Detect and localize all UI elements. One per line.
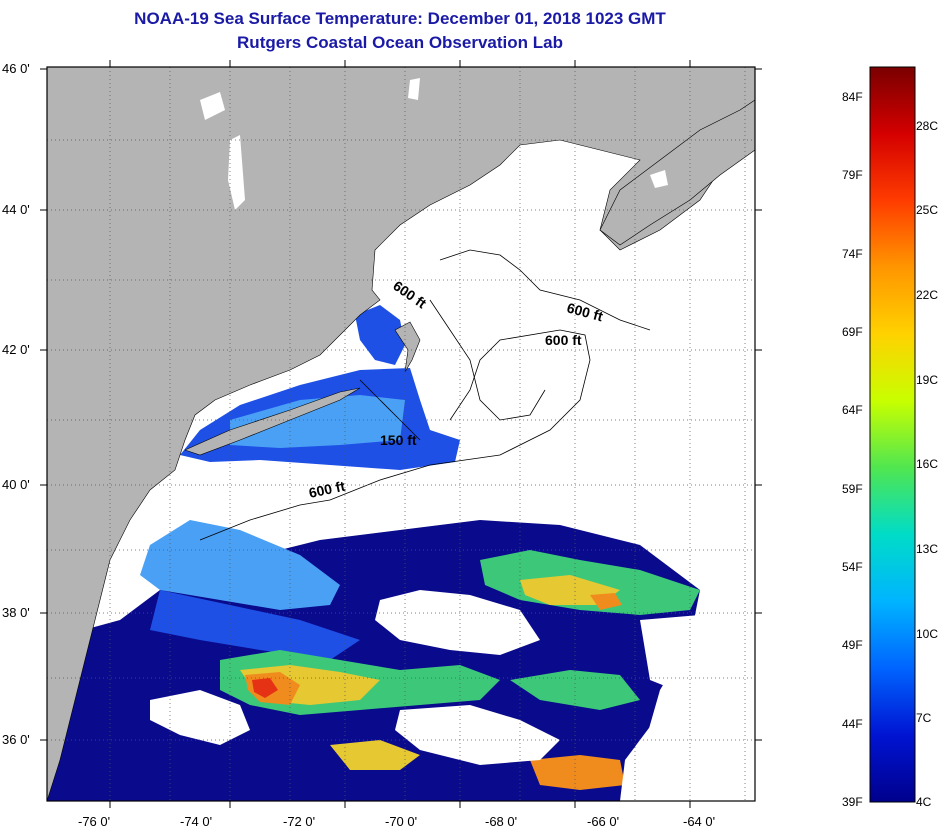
cloud-mask — [150, 590, 755, 801]
lon-label-76: -76 0' — [78, 814, 110, 829]
colorbar-f-54: 54F — [842, 560, 863, 574]
colorbar-f-64: 64F — [842, 403, 863, 417]
colorbar-c-19: 19C — [916, 373, 938, 387]
colorbar-c-13: 13C — [916, 542, 938, 556]
colorbar-f-44: 44F — [842, 717, 863, 731]
sst-shelf-mid-blue — [150, 590, 360, 660]
colorbar-c-16: 16C — [916, 457, 938, 471]
map-subtitle: Rutgers Coastal Ocean Observation Lab — [237, 33, 563, 52]
inland-water — [200, 78, 668, 210]
colorbar-f-69: 69F — [842, 325, 863, 339]
contour-label-150ft: 150 ft — [380, 432, 417, 448]
sst-east-orange-spot — [590, 593, 622, 610]
lon-label-74: -74 0' — [180, 814, 212, 829]
colorbar-c-7: 7C — [916, 711, 932, 725]
land-northeast-us — [47, 67, 755, 801]
colorbar-c-28: 28C — [916, 119, 938, 133]
lat-label-46: 46 0' — [2, 61, 30, 76]
sst-light-blue-nearshore — [230, 395, 405, 448]
colorbar-c-4: 4C — [916, 795, 932, 809]
map-title: NOAA-19 Sea Surface Temperature: Decembe… — [134, 9, 666, 28]
colorbar-f-39: 39F — [842, 795, 863, 809]
colorbar-f-49: 49F — [842, 638, 863, 652]
colorbar-f-79: 79F — [842, 168, 863, 182]
colorbar-c-25: 25C — [916, 203, 938, 217]
sst-south-green-band — [510, 670, 640, 710]
colorbar-c-22: 22C — [916, 288, 938, 302]
colorbar-c-10: 10C — [916, 627, 938, 641]
sst-south-orange-band — [530, 755, 625, 790]
contour-label-shelf-break: 600 ft — [307, 478, 346, 501]
longitude-axis — [109, 60, 691, 808]
bathymetry-contours — [199, 249, 651, 541]
latitude-axis — [40, 68, 762, 741]
land-nova-scotia — [599, 99, 755, 246]
lon-label-70: -70 0' — [385, 814, 417, 829]
colorbar-f-84: 84F — [842, 90, 863, 104]
lat-label-40: 40 0' — [2, 477, 30, 492]
sst-map: 600 ft 600 ft 600 ft 150 ft 600 ft 46 0'… — [2, 60, 762, 829]
lon-label-64: -64 0' — [683, 814, 715, 829]
land — [47, 67, 755, 801]
colorbar-gradient — [869, 66, 916, 803]
lat-label-36: 36 0' — [2, 732, 30, 747]
sst-warm-red-spot — [252, 678, 278, 698]
lon-label-66: -66 0' — [587, 814, 619, 829]
colorbar-f-74: 74F — [842, 247, 863, 261]
lon-label-68: -68 0' — [485, 814, 517, 829]
sst-south-yellow-band — [330, 740, 420, 770]
contour-label-georges-south: 600 ft — [545, 332, 582, 348]
lat-label-42: 42 0' — [2, 342, 30, 357]
lat-label-44: 44 0' — [2, 202, 30, 217]
map-border — [46, 66, 756, 802]
lon-label-72: -72 0' — [283, 814, 315, 829]
lat-label-38: 38 0' — [2, 605, 30, 620]
colorbar-f-59: 59F — [842, 482, 863, 496]
temperature-colorbar: 84F 79F 74F 69F 64F 59F 54F 49F 44F 39F … — [842, 66, 938, 809]
